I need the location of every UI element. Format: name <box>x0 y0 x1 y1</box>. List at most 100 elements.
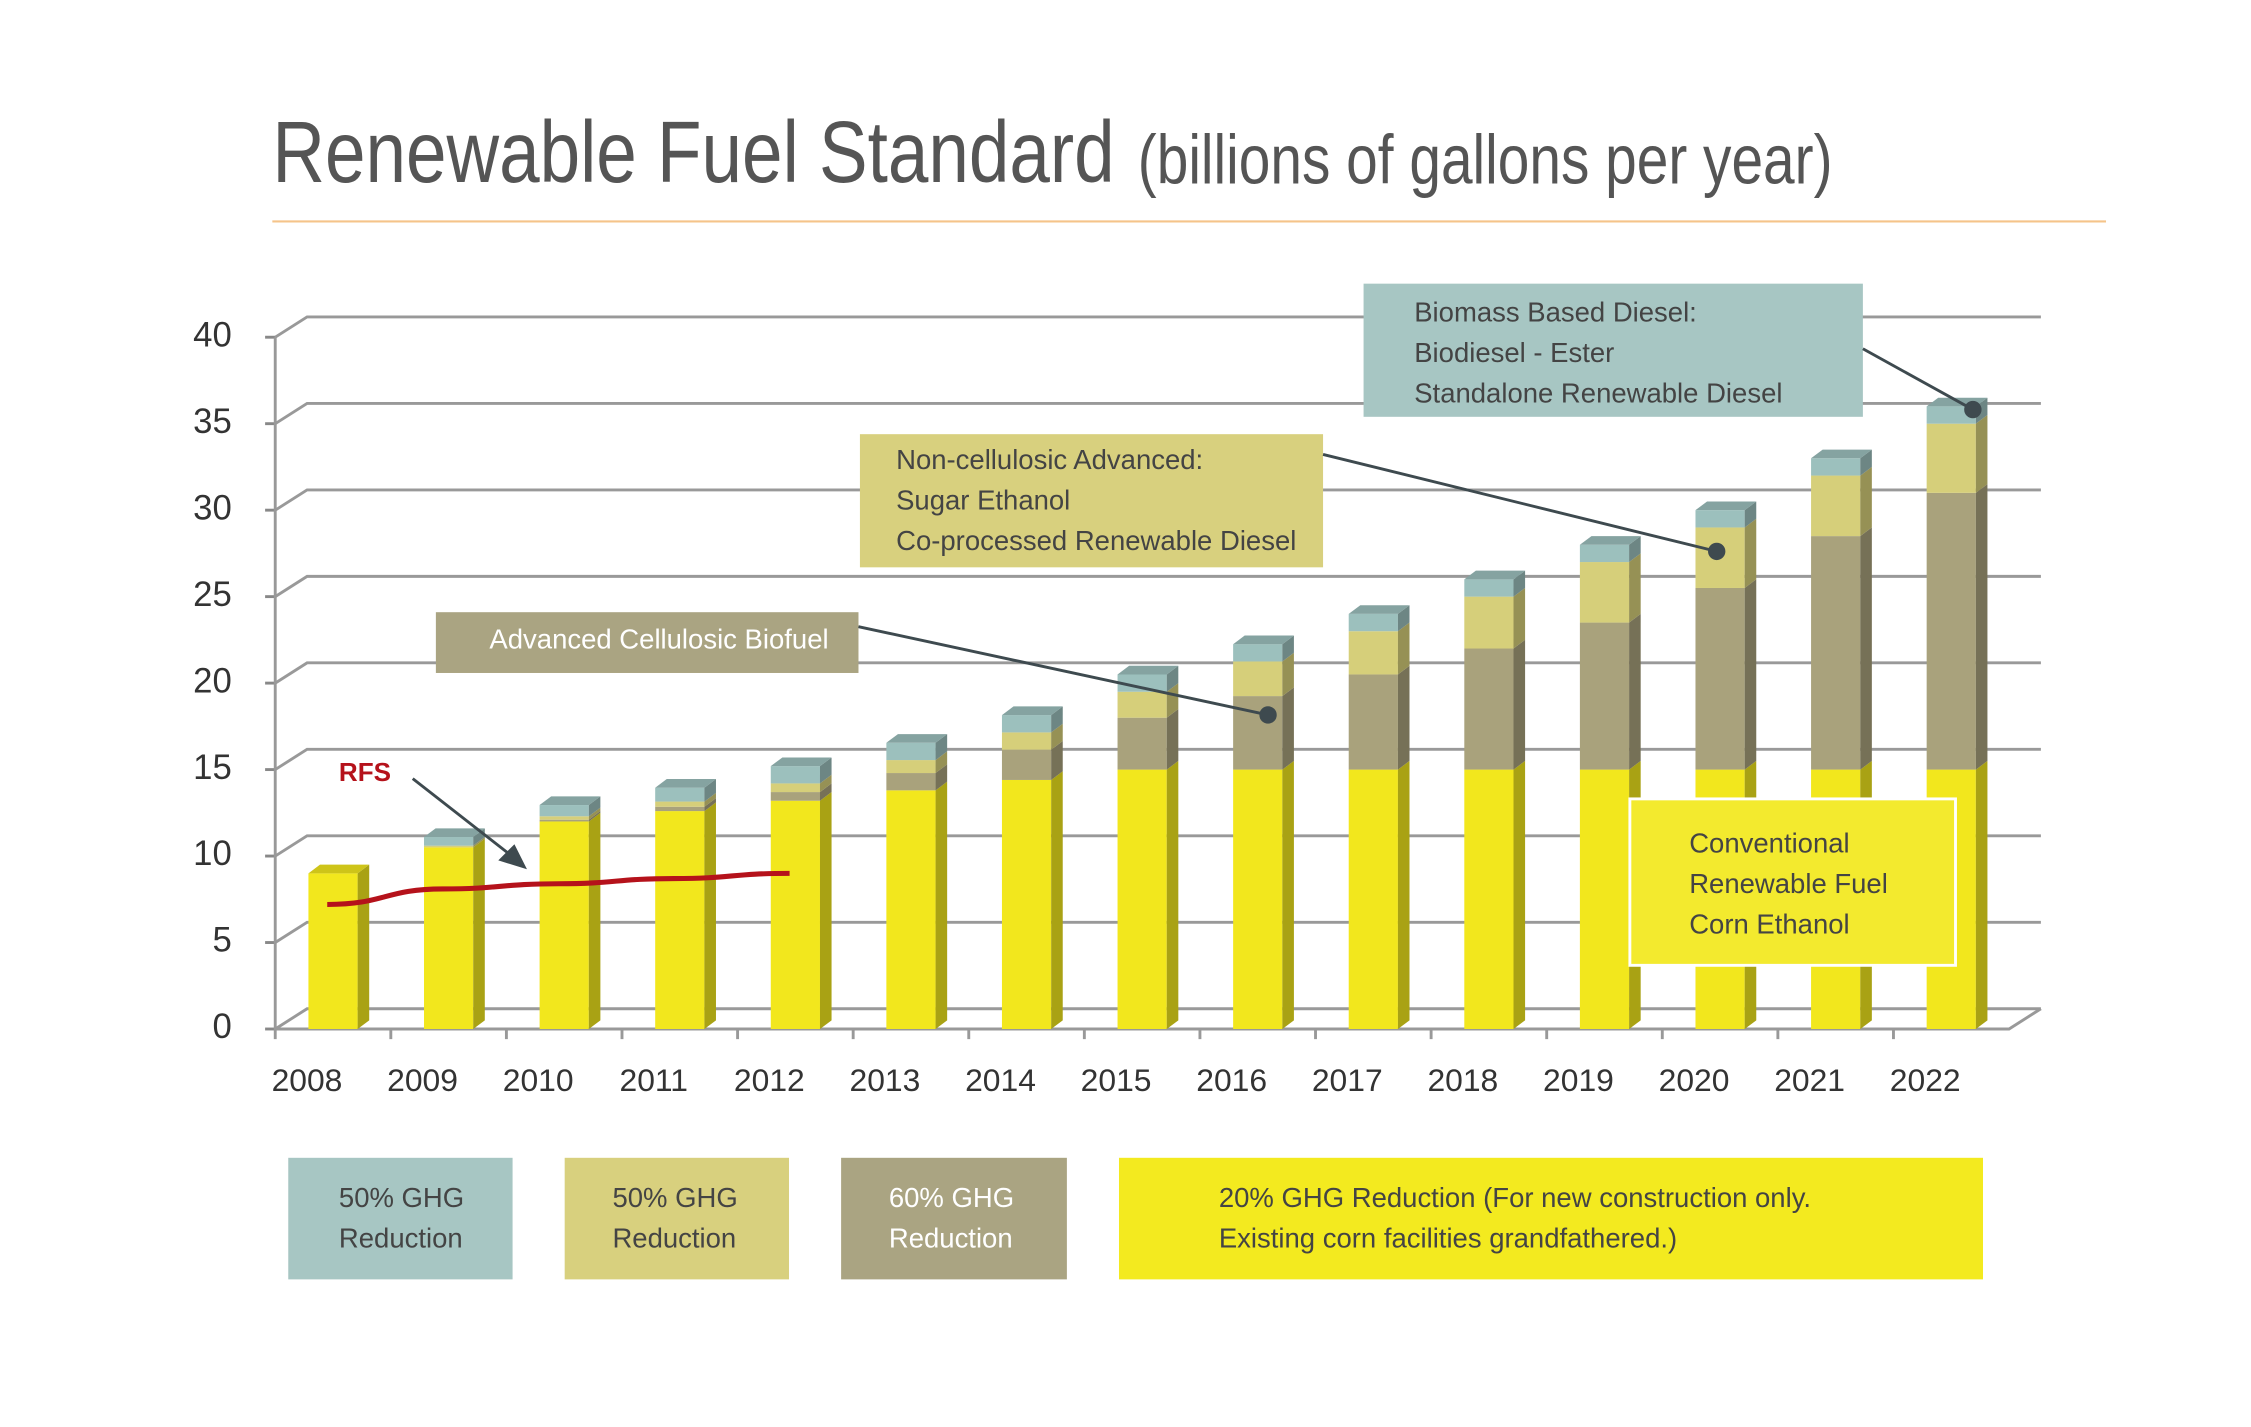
x-tick-label: 2020 <box>1659 1062 1730 1098</box>
bar-side <box>1051 706 1063 733</box>
bar-segment <box>1464 769 1514 1030</box>
overlays: RFS Biomass Based Diesel: Biodiesel - Este… <box>288 283 1984 1280</box>
bar-side <box>473 838 485 1030</box>
bar-segment <box>1117 674 1167 692</box>
bar-top <box>1579 536 1641 545</box>
bar-side <box>704 779 716 802</box>
x-tick-label: 2019 <box>1543 1062 1614 1098</box>
bar-side <box>1744 501 1757 528</box>
annotation-text: Co-processed Renewable Diesel <box>896 525 1296 556</box>
bar-segment <box>655 787 705 802</box>
bar-segment <box>539 819 589 822</box>
x-tick-label: 2022 <box>1890 1062 1961 1098</box>
bar-side <box>1744 518 1757 588</box>
bar-segment <box>1811 458 1861 476</box>
bar-top <box>1117 665 1179 675</box>
bar-segment <box>1233 661 1283 697</box>
x-tick-label: 2014 <box>965 1062 1036 1098</box>
y-tick-label: 5 <box>213 922 232 960</box>
bar-segment <box>539 805 589 817</box>
legend-box <box>288 1157 513 1280</box>
bar-segment <box>1233 696 1283 770</box>
grid-line <box>274 747 2041 771</box>
annotation-text: Corn Ethanol <box>1689 909 1849 940</box>
x-tick-label: 2013 <box>850 1062 921 1098</box>
y-tick-label: 0 <box>213 1008 232 1046</box>
y-tick-label: 35 <box>193 403 232 441</box>
bar-segment <box>424 847 474 1030</box>
chart-subtitle: (billions of gallons per year) <box>1138 120 1833 198</box>
bar-side <box>473 836 485 848</box>
legend-box <box>1118 1157 1984 1280</box>
bar-segment <box>308 873 358 1030</box>
bar-segment <box>1348 674 1398 770</box>
bar-top <box>1348 605 1410 614</box>
bar-side <box>588 796 601 817</box>
connector <box>1322 453 1718 553</box>
bar-segment <box>539 821 589 1030</box>
bar-segment <box>1695 587 1745 770</box>
bar-side <box>1629 553 1641 623</box>
bar-side <box>1513 760 1526 1030</box>
bar-segment <box>1579 544 1630 563</box>
bar-segment <box>1695 510 1745 528</box>
legend-label: Reduction <box>889 1223 1013 1254</box>
x-tick-label: 2009 <box>387 1062 458 1098</box>
y-tick-label: 40 <box>193 316 232 354</box>
bar-side <box>1744 579 1757 770</box>
bar-side <box>1166 683 1179 718</box>
y-tick-label: 20 <box>193 662 232 700</box>
chart-title: Renewable Fuel Standard <box>272 104 1114 201</box>
grid-line <box>274 834 2041 858</box>
callout-box <box>859 434 1324 568</box>
bar-side <box>935 734 948 761</box>
bar-segment <box>1348 769 1398 1030</box>
x-tick-label: 2017 <box>1312 1062 1383 1098</box>
connectors <box>411 347 1982 870</box>
legend-box <box>841 1157 1067 1280</box>
legend-label: 50% GHG <box>339 1182 464 1213</box>
x-tick-label: 2016 <box>1196 1062 1267 1098</box>
bar-side <box>588 812 601 1030</box>
bar-side <box>819 774 832 793</box>
legend-label: 50% GHG <box>612 1182 737 1213</box>
bar-side <box>1166 665 1179 692</box>
bar-segment <box>886 742 936 761</box>
bar-segment <box>770 792 820 801</box>
arrow-head <box>498 844 527 870</box>
legend-box <box>564 1157 790 1280</box>
bar-segment <box>770 783 820 793</box>
bar-side <box>1513 570 1526 597</box>
rfs-label: RFS <box>339 757 391 787</box>
bar-side <box>1051 741 1063 780</box>
bar-top <box>308 864 370 874</box>
bar-top <box>1811 449 1872 459</box>
bar-segment <box>1579 622 1630 770</box>
bar-side <box>1166 760 1179 1030</box>
bar-side <box>819 792 832 1030</box>
bar-segment <box>1001 749 1052 780</box>
bar-segment <box>886 760 936 774</box>
bar-top <box>886 734 948 743</box>
bar-top <box>539 796 601 806</box>
bar-segment <box>1117 717 1167 770</box>
x-tick-label: 2012 <box>734 1062 805 1098</box>
grid-line <box>274 661 2041 685</box>
connector-dot <box>1964 400 1982 419</box>
bar-side <box>1975 484 1988 770</box>
bar-side <box>935 764 948 791</box>
bar-side <box>819 757 832 784</box>
bar-segment <box>424 845 474 848</box>
bar-top <box>655 779 716 788</box>
x-tick-label: 2011 <box>620 1062 688 1098</box>
bar-segment <box>1926 423 1976 493</box>
bar-side <box>1166 709 1179 770</box>
y-tick-label: 15 <box>193 749 232 787</box>
bar-side <box>1282 652 1294 697</box>
annotation-text: Biodiesel - Ester <box>1414 337 1614 368</box>
bar-side <box>1051 771 1063 1030</box>
bar-side <box>1051 723 1063 750</box>
x-tick-label: 2010 <box>503 1062 574 1098</box>
bar-side <box>1975 760 1988 1030</box>
bar-segment <box>1001 779 1052 1030</box>
